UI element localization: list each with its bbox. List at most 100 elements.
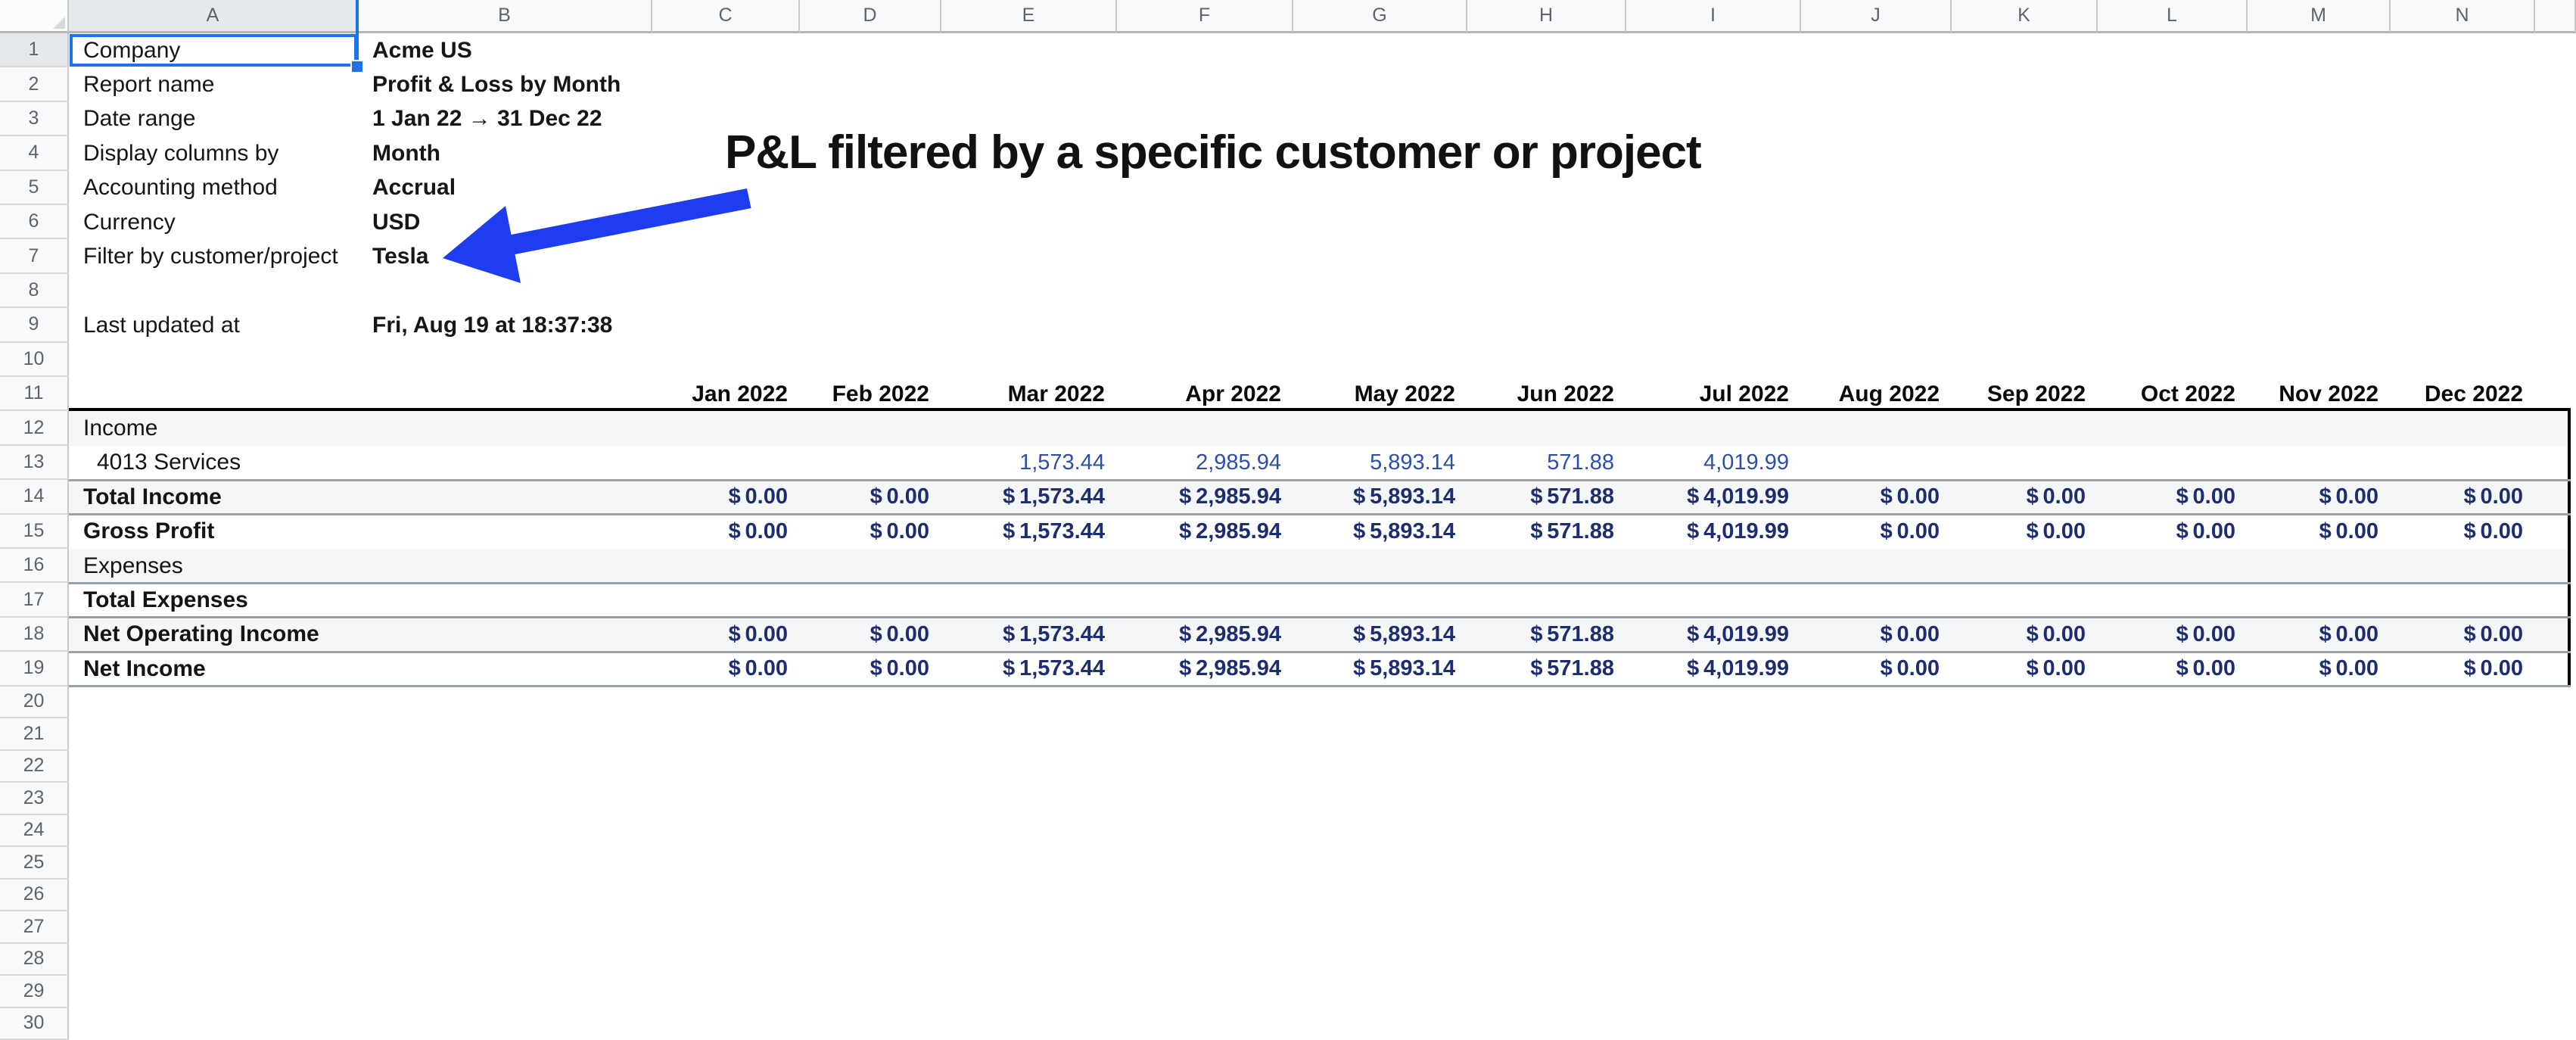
month-header-cell[interactable]: Dec 2022 (2424, 381, 2523, 406)
column-header-G[interactable]: G (1293, 0, 1467, 33)
month-header-cell[interactable]: Aug 2022 (1838, 381, 1940, 406)
report-value-cell[interactable]: 5,893.14 (1370, 450, 1455, 475)
fill-handle[interactable] (350, 60, 364, 74)
row-header-25[interactable]: 25 (0, 847, 69, 880)
report-row-label[interactable]: Total Income (83, 484, 222, 509)
sheet-canvas[interactable]: Company Acme US Report name Profit & Loss b… (69, 33, 2576, 1031)
report-value-cell[interactable]: $ 0.00 (2463, 656, 2523, 681)
row-header-6[interactable]: 6 (0, 205, 69, 240)
report-row-label[interactable]: Net Operating Income (83, 621, 319, 647)
row-header-17[interactable]: 17 (0, 583, 69, 618)
report-value-cell[interactable]: $ 5,893.14 (1353, 518, 1455, 543)
report-value-cell[interactable]: $ 0.00 (870, 484, 929, 509)
setting-value-cell[interactable]: 1 Jan 22 → 31 Dec 22 (372, 106, 602, 132)
row-header-9[interactable]: 9 (0, 308, 69, 343)
report-value-cell[interactable]: $ 0.00 (1880, 484, 1940, 509)
report-value-cell[interactable]: $ 0.00 (1880, 518, 1940, 543)
setting-value-cell[interactable]: Month (372, 140, 440, 166)
month-header-cell[interactable]: Apr 2022 (1185, 381, 1281, 406)
row-header-2[interactable]: 2 (0, 67, 69, 102)
column-header-A[interactable]: A (69, 0, 358, 33)
report-value-cell[interactable]: $ 1,573.44 (1003, 484, 1105, 509)
month-header-cell[interactable]: May 2022 (1354, 381, 1455, 406)
row-header-5[interactable]: 5 (0, 170, 69, 205)
report-value-cell[interactable]: $ 0.00 (2026, 484, 2086, 509)
report-value-cell[interactable]: $ 4,019.99 (1687, 656, 1789, 681)
report-value-cell[interactable]: $ 2,985.94 (1179, 656, 1281, 681)
month-header-cell[interactable]: Jul 2022 (1699, 381, 1789, 406)
report-value-cell[interactable]: $ 571.88 (1530, 621, 1614, 646)
report-row-label[interactable]: Expenses (83, 553, 183, 578)
report-value-cell[interactable]: $ 0.00 (2319, 621, 2378, 646)
report-value-cell[interactable]: 4,019.99 (1703, 450, 1789, 475)
column-header-H[interactable]: H (1467, 0, 1626, 33)
column-header-B[interactable]: B (358, 0, 652, 33)
report-value-cell[interactable]: $ 4,019.99 (1687, 518, 1789, 543)
report-value-cell[interactable]: $ 0.00 (870, 518, 929, 543)
row-header-13[interactable]: 13 (0, 445, 69, 481)
report-value-cell[interactable]: $ 2,985.94 (1179, 621, 1281, 646)
row-header-11[interactable]: 11 (0, 377, 69, 412)
row-header-10[interactable]: 10 (0, 342, 69, 377)
setting-value-cell[interactable]: USD (372, 209, 421, 235)
report-value-cell[interactable]: $ 0.00 (2463, 484, 2523, 509)
row-header-4[interactable]: 4 (0, 136, 69, 171)
setting-value-cell[interactable]: Profit & Loss by Month (372, 72, 621, 98)
report-value-cell[interactable]: 1,573.44 (1019, 450, 1105, 475)
report-value-cell[interactable]: $ 0.00 (2176, 484, 2235, 509)
column-header-J[interactable]: J (1801, 0, 1952, 33)
report-row-label[interactable]: Gross Profit (83, 518, 215, 544)
row-header-30[interactable]: 30 (0, 1007, 69, 1040)
report-value-cell[interactable]: $ 0.00 (2463, 518, 2523, 543)
setting-value-cell[interactable]: Tesla (372, 244, 429, 269)
row-header-20[interactable]: 20 (0, 686, 69, 719)
month-header-cell[interactable]: Nov 2022 (2279, 381, 2378, 406)
report-value-cell[interactable]: $ 5,893.14 (1353, 656, 1455, 681)
report-value-cell[interactable]: $ 5,893.14 (1353, 621, 1455, 646)
report-value-cell[interactable]: $ 0.00 (2319, 656, 2378, 681)
report-value-cell[interactable]: $ 571.88 (1530, 518, 1614, 543)
row-header-1[interactable]: 1 (0, 33, 69, 68)
row-header-21[interactable]: 21 (0, 718, 69, 751)
row-header-7[interactable]: 7 (0, 239, 69, 274)
row-header-16[interactable]: 16 (0, 549, 69, 584)
setting-label-cell[interactable]: Filter by customer/project (83, 244, 338, 269)
month-header-cell[interactable]: Mar 2022 (1007, 381, 1105, 406)
row-header-26[interactable]: 26 (0, 879, 69, 912)
report-value-cell[interactable]: $ 0.00 (1880, 621, 1940, 646)
setting-label-cell[interactable]: Company (83, 37, 181, 63)
report-value-cell[interactable]: $ 0.00 (2176, 621, 2235, 646)
report-value-cell[interactable]: $ 1,573.44 (1003, 621, 1105, 646)
report-value-cell[interactable]: $ 0.00 (728, 621, 788, 646)
month-header-cell[interactable]: Feb 2022 (832, 381, 929, 406)
report-row-label[interactable]: 4013 Services (97, 450, 241, 475)
column-header-K[interactable]: K (1952, 0, 2098, 33)
column-header-E[interactable]: E (941, 0, 1117, 33)
report-value-cell[interactable]: $ 4,019.99 (1687, 621, 1789, 646)
row-header-27[interactable]: 27 (0, 911, 69, 944)
report-value-cell[interactable]: $ 0.00 (2176, 656, 2235, 681)
report-value-cell[interactable]: $ 0.00 (1880, 656, 1940, 681)
report-value-cell[interactable]: $ 2,985.94 (1179, 484, 1281, 509)
report-row-label[interactable]: Total Expenses (83, 587, 248, 613)
report-value-cell[interactable]: $ 0.00 (728, 656, 788, 681)
report-value-cell[interactable]: $ 1,573.44 (1003, 656, 1105, 681)
row-header-28[interactable]: 28 (0, 943, 69, 976)
report-value-cell[interactable]: $ 0.00 (870, 621, 929, 646)
row-header-3[interactable]: 3 (0, 101, 69, 137)
row-header-19[interactable]: 19 (0, 652, 69, 687)
report-value-cell[interactable]: $ 2,985.94 (1179, 518, 1281, 543)
row-header-14[interactable]: 14 (0, 480, 69, 515)
report-value-cell[interactable]: $ 5,893.14 (1353, 484, 1455, 509)
setting-label-cell[interactable]: Report name (83, 72, 215, 98)
report-value-cell[interactable]: $ 0.00 (2026, 518, 2086, 543)
setting-value-cell[interactable]: Fri, Aug 19 at 18:37:38 (372, 312, 613, 338)
month-header-cell[interactable]: Oct 2022 (2140, 381, 2235, 406)
row-header-24[interactable]: 24 (0, 814, 69, 848)
report-value-cell[interactable]: $ 571.88 (1530, 484, 1614, 509)
month-header-cell[interactable]: Sep 2022 (1986, 381, 2086, 406)
row-header-12[interactable]: 12 (0, 411, 69, 446)
report-value-cell[interactable]: $ 0.00 (2026, 656, 2086, 681)
report-value-cell[interactable]: 2,985.94 (1196, 450, 1281, 475)
report-value-cell[interactable]: $ 0.00 (870, 656, 929, 681)
